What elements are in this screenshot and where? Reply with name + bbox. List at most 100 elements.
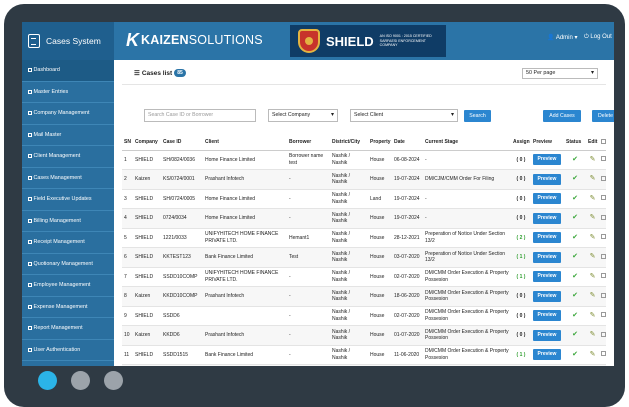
cell-assign[interactable]: ( 0 )	[511, 150, 531, 170]
edit-pencil-icon[interactable]: ✎	[586, 228, 599, 248]
sidebar-item[interactable]: Master Entries	[22, 82, 114, 103]
status-check-icon[interactable]: ✔	[564, 286, 586, 307]
row-checkbox[interactable]	[601, 234, 606, 239]
search-input[interactable]: Search Case ID or Borrower	[144, 109, 256, 122]
row-checkbox[interactable]	[601, 214, 606, 220]
preview-button[interactable]: Preview	[533, 193, 561, 205]
row-checkbox[interactable]	[601, 195, 606, 200]
edit-pencil-icon[interactable]: ✎	[586, 286, 599, 307]
table-row[interactable]: 1 SHIELD SH/0824/0036 Home Finance Limited B…	[122, 150, 606, 170]
table-row[interactable]: 2 Kaizen KS/0724/0001 Prashant Infotech - Nas…	[122, 169, 606, 190]
status-check-icon[interactable]: ✔	[564, 325, 586, 346]
status-check-icon[interactable]: ✔	[564, 306, 586, 326]
row-checkbox[interactable]	[601, 253, 606, 259]
search-button[interactable]: Search	[464, 110, 491, 122]
client-select[interactable]: Select Client	[350, 109, 458, 122]
add-cases-button[interactable]: Add Cases	[543, 110, 581, 122]
status-check-icon[interactable]: ✔	[564, 345, 586, 365]
sidebar-item[interactable]: Mail Master	[22, 125, 114, 146]
carousel-dot[interactable]	[38, 371, 57, 390]
table-row[interactable]: 10 Kaizen KKDD6 Prashant Infotech - Nashik / …	[122, 325, 606, 346]
sidebar-item[interactable]: Company Management	[22, 103, 114, 125]
delete-button[interactable]: Delete	[592, 110, 614, 122]
status-check-icon[interactable]: ✔	[564, 169, 586, 190]
carousel-dot[interactable]	[71, 371, 90, 390]
sidebar-item[interactable]: Client Management	[22, 146, 114, 168]
status-check-icon[interactable]: ✔	[564, 208, 586, 229]
edit-pencil-icon[interactable]: ✎	[586, 150, 599, 170]
per-page-select[interactable]: 50 Per page	[522, 68, 598, 79]
status-check-icon[interactable]: ✔	[564, 228, 586, 248]
status-check-icon[interactable]: ✔	[564, 364, 586, 366]
cell-date: 28-12-2021	[392, 228, 423, 248]
sidebar-item[interactable]: User Authentication	[22, 340, 114, 361]
preview-button[interactable]: Preview	[533, 310, 561, 322]
preview-button[interactable]: Preview	[533, 251, 561, 263]
cell-assign[interactable]: ( 0 )	[511, 306, 531, 326]
edit-pencil-icon[interactable]: ✎	[586, 247, 599, 268]
sidebar-item[interactable]: Receipt Management	[22, 232, 114, 254]
cell-assign[interactable]: ( 0 )	[511, 169, 531, 190]
status-check-icon[interactable]: ✔	[564, 150, 586, 170]
edit-pencil-icon[interactable]: ✎	[586, 208, 599, 229]
preview-button[interactable]: Preview	[533, 173, 561, 185]
sidebar-item[interactable]: Billing Management	[22, 211, 114, 232]
edit-pencil-icon[interactable]: ✎	[586, 267, 599, 287]
company-select[interactable]: Select Company	[268, 109, 338, 122]
edit-pencil-icon[interactable]: ✎	[586, 189, 599, 209]
cell-assign[interactable]: ( 0 )	[511, 189, 531, 209]
edit-pencil-icon[interactable]: ✎	[586, 306, 599, 326]
cell-assign[interactable]: ( 1 )	[511, 247, 531, 268]
table-row[interactable]: 5 SHIELD 1221/0033 UNIFYHITECH HOME FINANCE…	[122, 228, 606, 248]
table-row[interactable]: 8 Kaizen KKDD10COMP Prashant Infotech - Nashi…	[122, 286, 606, 307]
preview-button[interactable]: Preview	[533, 349, 561, 361]
cell-assign[interactable]: ( 0 )	[511, 364, 531, 366]
admin-menu[interactable]: 👤 Admin ▾	[547, 35, 578, 41]
status-check-icon[interactable]: ✔	[564, 267, 586, 287]
cell-assign[interactable]: ( 1 )	[511, 345, 531, 365]
cell-assign[interactable]: ( 2 )	[511, 228, 531, 248]
table-row[interactable]: 6 SHIELD KKTEST123 Bank Finance Limited Test…	[122, 247, 606, 268]
row-checkbox[interactable]	[601, 292, 606, 298]
sidebar-item[interactable]: Cases Management	[22, 168, 114, 189]
row-checkbox[interactable]	[601, 351, 606, 356]
table-row[interactable]: 11 SHIELD SSDD1515 Bank Finance Limited - Nas…	[122, 345, 606, 365]
status-check-icon[interactable]: ✔	[564, 247, 586, 268]
preview-button[interactable]: Preview	[533, 271, 561, 283]
table-row[interactable]: 7 SHIELD SSDD10COMP UNIFYHITECH HOME FINANC…	[122, 267, 606, 287]
preview-button[interactable]: Preview	[533, 212, 561, 224]
preview-button[interactable]: Preview	[533, 329, 561, 341]
edit-pencil-icon[interactable]: ✎	[586, 345, 599, 365]
row-checkbox[interactable]	[601, 331, 606, 337]
cell-assign[interactable]: ( 0 )	[511, 286, 531, 307]
preview-button[interactable]: Preview	[533, 154, 561, 166]
edit-pencil-icon[interactable]: ✎	[586, 364, 599, 366]
cell-assign[interactable]: ( 0 )	[511, 208, 531, 229]
table-row[interactable]: 12KaizenKKDD1515ABC-Nashik / NashikHouse…	[122, 364, 606, 366]
row-checkbox[interactable]	[601, 156, 606, 161]
cell-assign[interactable]: ( 0 )	[511, 325, 531, 346]
status-check-icon[interactable]: ✔	[564, 189, 586, 209]
preview-button[interactable]: Preview	[533, 290, 561, 302]
app-brand[interactable]: Cases System	[22, 22, 114, 60]
row-checkbox[interactable]	[601, 175, 606, 181]
edit-pencil-icon[interactable]: ✎	[586, 169, 599, 190]
sidebar-item[interactable]: Field Executive Updates	[22, 189, 114, 211]
carousel-dot[interactable]	[104, 371, 123, 390]
cell-borrower: -	[287, 169, 330, 190]
select-all-checkbox[interactable]	[601, 138, 606, 144]
row-checkbox[interactable]	[601, 312, 606, 317]
table-row[interactable]: 4 SHIELD 0724/0034 Home Finance Limited - Nas…	[122, 208, 606, 229]
row-checkbox[interactable]	[601, 273, 606, 278]
sidebar-item[interactable]: Dashboard	[22, 60, 114, 82]
cell-assign[interactable]: ( 1 )	[511, 267, 531, 287]
preview-button[interactable]: Preview	[533, 232, 561, 244]
sidebar-item[interactable]: Expense Management	[22, 297, 114, 318]
sidebar-item[interactable]: Quotionary Management	[22, 254, 114, 275]
sidebar-item[interactable]: Employee Management	[22, 275, 114, 297]
table-row[interactable]: 9 SHIELD SSDD6 - Nashik / Nashik House 02-07-2…	[122, 306, 606, 326]
table-row[interactable]: 3 SHIELD SH/0724/0005 Home Finance Limited -…	[122, 189, 606, 209]
edit-pencil-icon[interactable]: ✎	[586, 325, 599, 346]
logout-link[interactable]: ⏻ Log Out	[584, 34, 612, 40]
sidebar-item[interactable]: Report Management	[22, 318, 114, 340]
